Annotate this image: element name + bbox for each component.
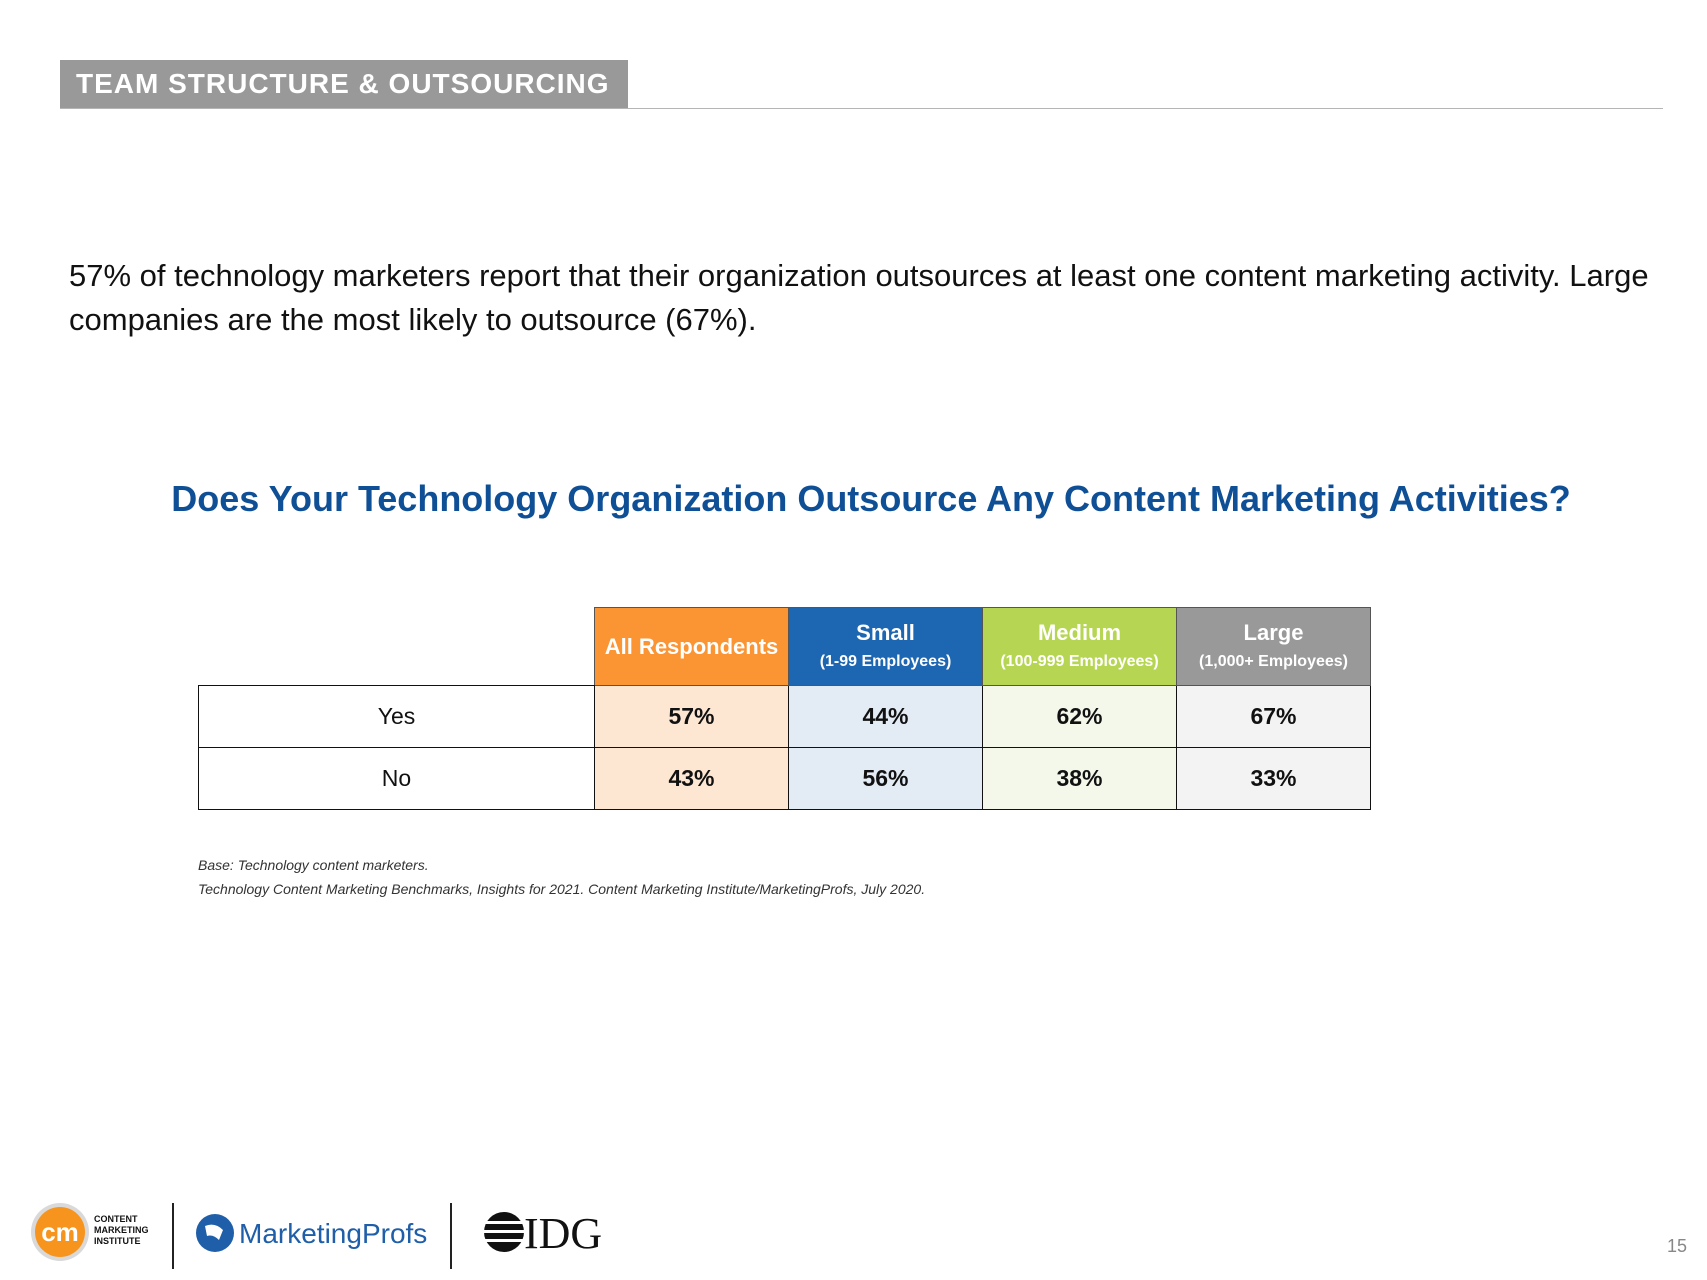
logo-divider [172,1203,174,1269]
data-cell: 44% [788,685,983,748]
cmi-logo-initials: cm [41,1217,79,1247]
header-rule [60,108,1663,109]
table-row-no: No 43% 56% 38% 33% [198,747,1371,810]
data-cell: 38% [982,747,1177,810]
cmi-logo-text: INSTITUTE [94,1236,141,1246]
data-cell: 43% [594,747,789,810]
data-cell: 57% [594,685,789,748]
column-header-label: Small [856,619,915,645]
column-header-sublabel: (1-99 Employees) [819,652,952,670]
column-header-sublabel: (1,000+ Employees) [1199,652,1348,670]
column-header-medium: Medium (100-999 Employees) [982,607,1177,686]
base-note: Base: Technology content marketers. [198,857,429,873]
header-blank-cell [198,607,595,686]
section-title: TEAM STRUCTURE & OUTSOURCING [60,60,628,108]
data-cell: 67% [1176,685,1371,748]
page-number: 15 [1666,1236,1687,1256]
intro-text: 57% of technology marketers report that … [69,258,1649,337]
table-row-yes: Yes 57% 44% 62% 67% [198,685,1371,748]
data-cell: 62% [982,685,1177,748]
chart-title: Does Your Technology Organization Outsou… [171,478,1571,519]
column-header-sublabel: (100-999 Employees) [1000,652,1159,670]
marketingprofs-logo: MarketingProfs [195,1210,435,1261]
row-label: Yes [198,685,595,748]
header-row: All Respondents Small (1-99 Employees) M… [198,607,1371,686]
row-label: No [198,747,595,810]
column-header-large: Large (1,000+ Employees) [1176,607,1371,686]
column-header-label: Large [1243,619,1304,645]
marketingprofs-logo-text: MarketingProfs [239,1218,427,1249]
source-note: Technology Content Marketing Benchmarks,… [198,881,926,897]
idg-logo: IDG [472,1206,632,1263]
idg-logo-text: IDG [524,1209,602,1258]
column-header-label: All Respondents [604,633,779,659]
column-header-small: Small (1-99 Employees) [788,607,983,686]
cmi-logo-text: CONTENT [94,1214,138,1224]
logo-divider [450,1203,452,1269]
cmi-logo-text: MARKETING [94,1225,149,1235]
data-cell: 33% [1176,747,1371,810]
source-notes: Base: Technology content marketers. Tech… [198,853,925,901]
column-header-label: Medium [1037,619,1122,645]
column-header-all-respondents: All Respondents [594,607,789,686]
cmi-logo: cm CONTENT MARKETING INSTITUTE [30,1200,150,1269]
outsourcing-table: All Respondents Small (1-99 Employees) M… [198,607,1371,810]
data-cell: 56% [788,747,983,810]
